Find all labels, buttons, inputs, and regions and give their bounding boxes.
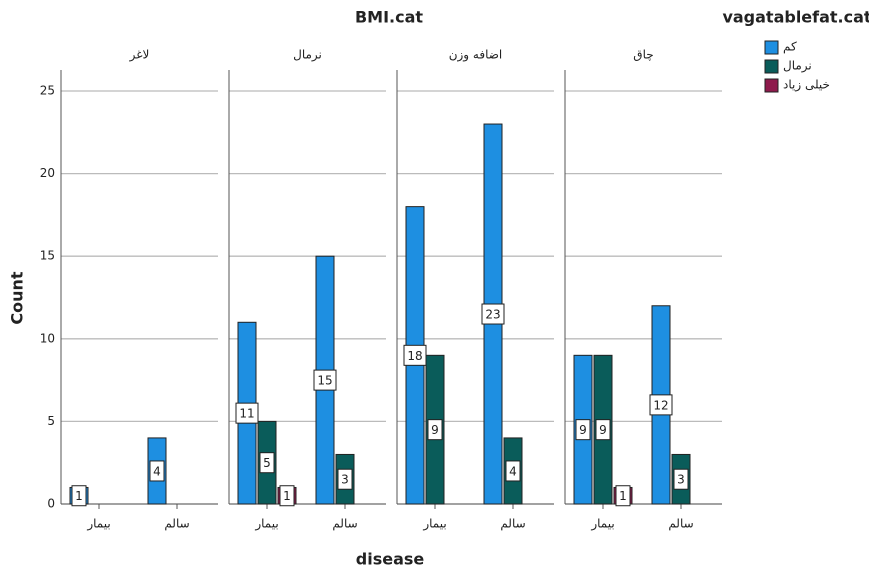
x-tick-label: سالم (500, 517, 525, 531)
value-label-box (235, 402, 259, 424)
legend-label: کم (783, 40, 797, 54)
value-label-box (615, 485, 631, 507)
x-tick-label: سالم (164, 517, 189, 531)
value-label: 9 (599, 423, 607, 437)
panel-title: لاغر (129, 48, 150, 63)
x-axis-label: disease (356, 550, 425, 569)
value-label-box (673, 468, 689, 490)
value-label: 15 (317, 374, 332, 388)
value-label-box (337, 468, 353, 490)
value-label-box (259, 452, 275, 474)
legend-swatch (764, 78, 779, 93)
legend-title: vagatablefat.cat (722, 8, 869, 27)
y-tick-label: 0 (47, 497, 55, 511)
value-label: 5 (263, 456, 271, 470)
x-tick-label: بیمار (590, 517, 614, 532)
x-tick-label: بیمار (422, 517, 446, 532)
x-tick-label: بیمار (86, 517, 110, 532)
value-label: 11 (239, 407, 254, 421)
chart-title: BMI.cat (355, 8, 423, 27)
value-label-box (649, 394, 673, 416)
value-label-box (575, 419, 591, 441)
legend-label: نرمال (783, 59, 812, 74)
value-label-box (149, 460, 165, 482)
y-tick-label: 20 (40, 166, 55, 180)
y-tick-label: 5 (47, 414, 55, 428)
value-label-box (481, 303, 505, 325)
value-label: 9 (579, 423, 587, 437)
value-label-box (427, 419, 443, 441)
value-label: 1 (619, 489, 627, 503)
value-label-box (313, 369, 337, 391)
legend-swatch (764, 59, 779, 74)
value-label-box (505, 460, 521, 482)
value-label: 3 (341, 473, 349, 487)
value-label-box (279, 485, 295, 507)
y-axis-label: Count (8, 271, 27, 325)
y-tick-label: 15 (40, 249, 55, 263)
legend-label: خیلی زیاد (783, 78, 830, 93)
x-tick-label: سالم (668, 517, 693, 531)
value-label-box (595, 419, 611, 441)
value-label: 12 (653, 398, 668, 412)
panel-title: نرمال (293, 48, 322, 63)
value-label: 4 (509, 464, 517, 478)
y-tick-label: 10 (40, 331, 55, 345)
legend-swatch (764, 40, 779, 55)
value-label: 9 (431, 423, 439, 437)
x-tick-label: سالم (332, 517, 357, 531)
y-tick-label: 25 (40, 84, 55, 98)
value-label: 23 (485, 308, 500, 322)
x-tick-label: بیمار (254, 517, 278, 532)
value-label: 18 (407, 349, 422, 363)
value-label: 1 (283, 489, 291, 503)
value-label: 1 (75, 489, 83, 503)
value-label-box (71, 485, 87, 507)
panel-title: چاق (633, 48, 653, 62)
value-label: 3 (677, 473, 685, 487)
value-label: 4 (153, 464, 161, 478)
panel-title: اضافه وزن (449, 48, 503, 63)
